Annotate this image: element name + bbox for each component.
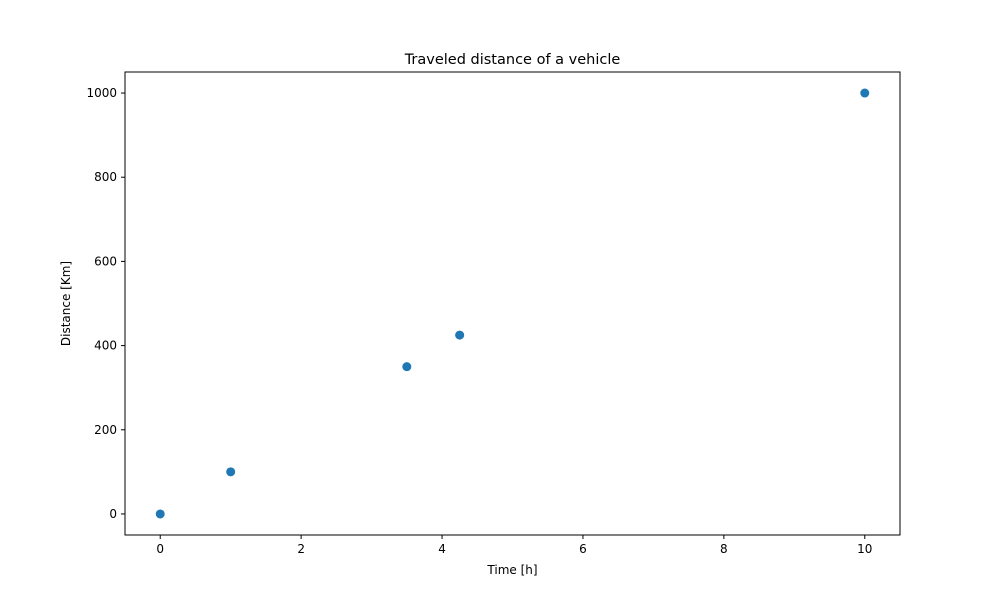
data-point xyxy=(402,362,412,372)
data-point xyxy=(226,467,236,477)
y-axis-title: Distance [Km] xyxy=(59,261,73,346)
data-point xyxy=(155,509,165,519)
y-tick-label: 400 xyxy=(94,339,117,353)
y-axis-ticks: 0 200 400 600 800 1000 xyxy=(86,86,125,521)
x-tick-label: 0 xyxy=(156,542,164,556)
x-tick-label: 6 xyxy=(579,542,587,556)
data-point xyxy=(455,330,465,340)
x-axis-title: Time [h] xyxy=(486,563,537,577)
chart-title: Traveled distance of a vehicle xyxy=(404,52,621,68)
y-tick-label: 600 xyxy=(94,254,117,268)
plot-area xyxy=(125,72,900,535)
y-tick-label: 1000 xyxy=(86,86,117,100)
x-tick-label: 4 xyxy=(438,542,446,556)
x-tick-label: 10 xyxy=(857,542,872,556)
x-tick-label: 2 xyxy=(297,542,305,556)
x-tick-label: 8 xyxy=(720,542,728,556)
plot-frame xyxy=(124,71,901,536)
y-tick-label: 0 xyxy=(109,507,117,521)
y-tick-label: 800 xyxy=(94,170,117,184)
x-axis-ticks: 0 2 4 6 8 10 xyxy=(156,535,872,556)
y-tick-label: 200 xyxy=(94,423,117,437)
data-point xyxy=(860,88,870,98)
data-points xyxy=(155,88,870,519)
